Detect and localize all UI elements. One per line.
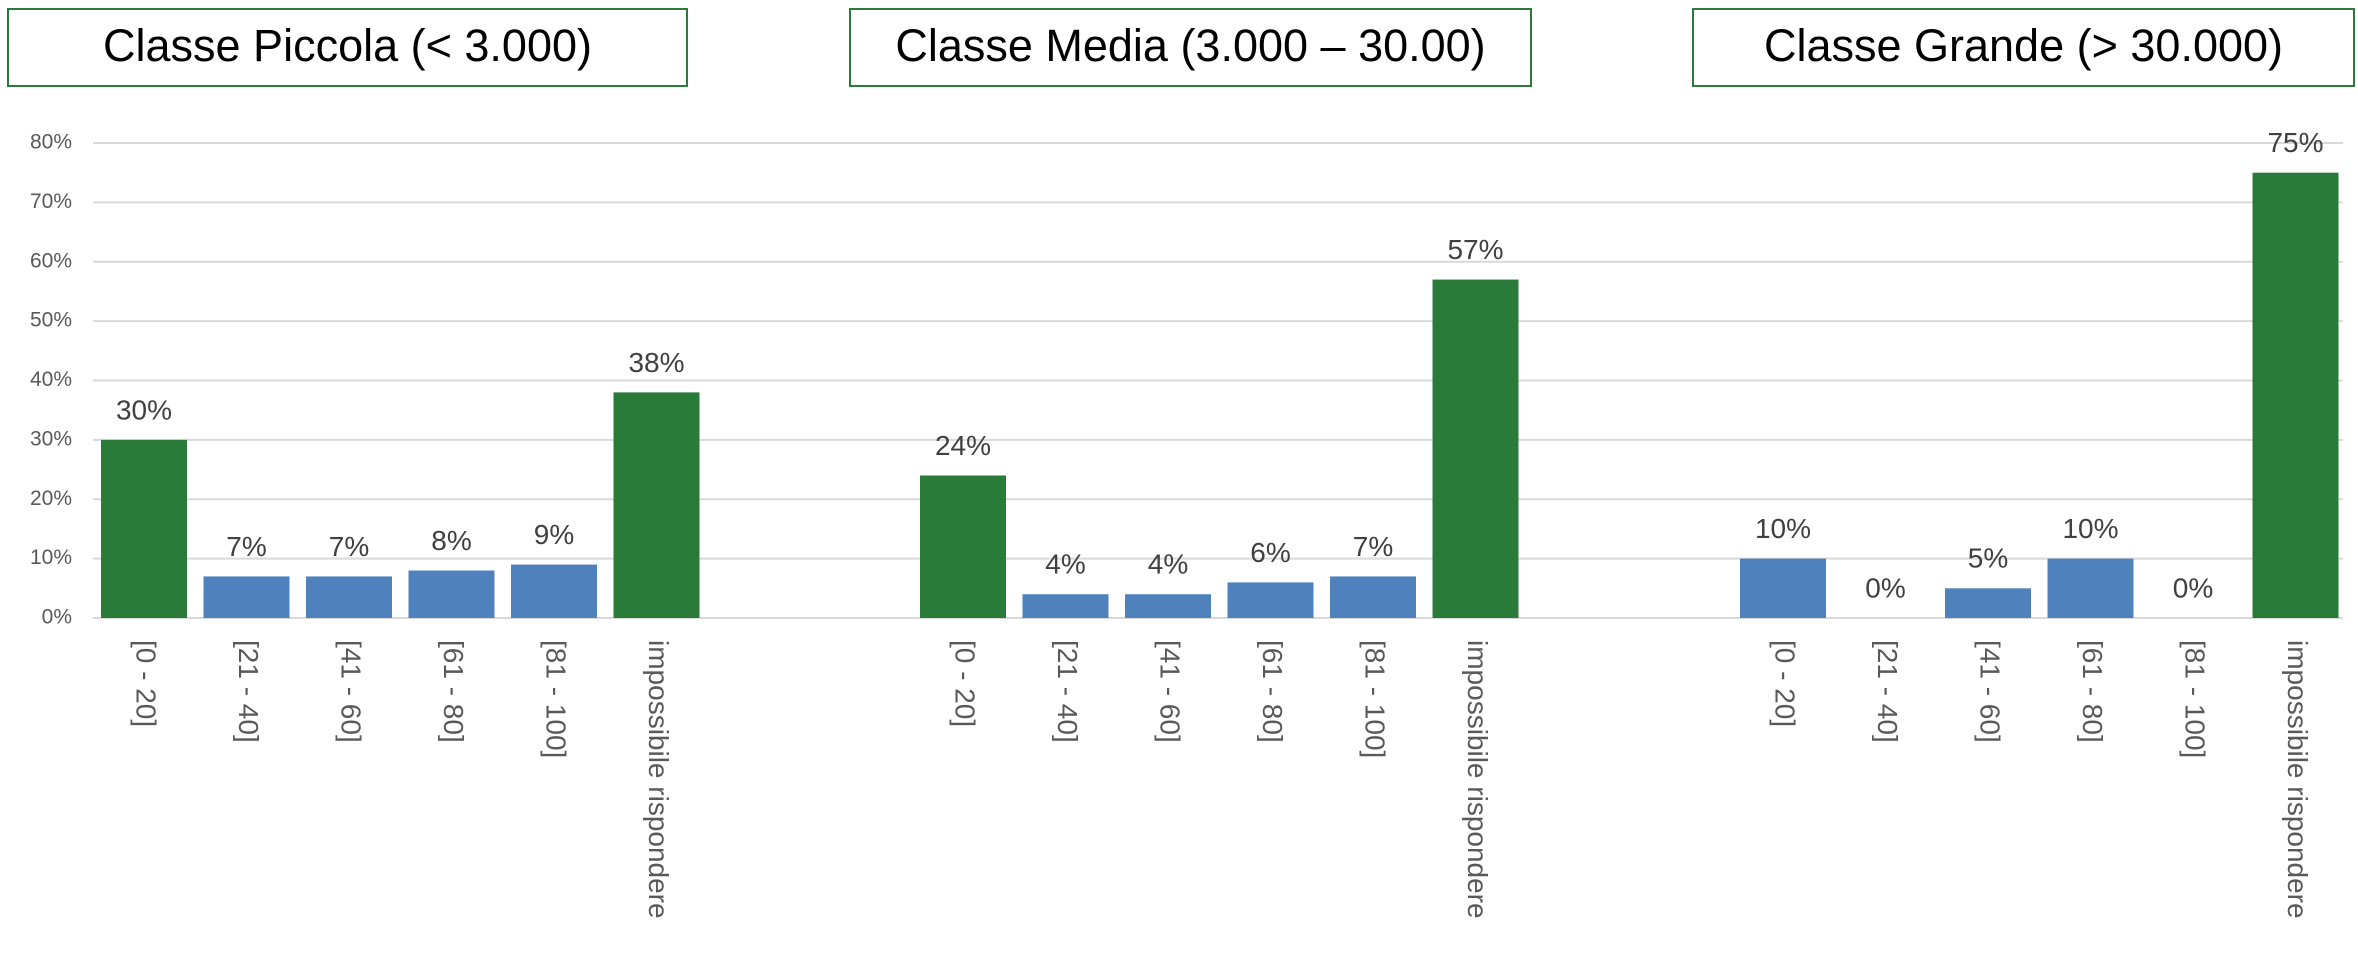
title-box	[849, 8, 1532, 87]
x-tick-label: [41 - 60]	[1975, 640, 2006, 743]
value-label: 75%	[2267, 127, 2323, 158]
x-tick-label: [41 - 60]	[1155, 640, 1186, 743]
y-tick-label: 80%	[30, 131, 72, 154]
y-tick-label: 40%	[30, 368, 72, 391]
y-tick-label: 50%	[30, 309, 72, 332]
value-label: 7%	[329, 531, 369, 562]
bar	[1330, 576, 1416, 618]
x-tick-label: [81 - 100]	[2180, 640, 2211, 758]
title-box	[7, 8, 688, 87]
bar	[1125, 594, 1211, 618]
x-tick-label: [61 - 80]	[2077, 640, 2108, 743]
x-tick-label: [21 - 40]	[1052, 640, 1083, 743]
x-tick-label: [21 - 40]	[1872, 640, 1903, 743]
x-tick-label: impossibile rispondere	[1462, 640, 1493, 919]
value-label: 7%	[226, 531, 266, 562]
x-tick-label: impossibile rispondere	[2282, 640, 2313, 919]
value-label: 38%	[628, 347, 684, 378]
value-label: 9%	[534, 519, 574, 550]
x-tick-label: [0 - 20]	[950, 640, 981, 727]
value-label: 24%	[935, 430, 991, 461]
x-tick-label: [61 - 80]	[438, 640, 469, 743]
group-title: Classe Piccola (< 3.000)	[103, 20, 592, 71]
group-title: Classe Grande (> 30.000)	[1764, 20, 2283, 71]
value-label: 6%	[1250, 537, 1290, 568]
x-tick-label: [0 - 20]	[131, 640, 162, 727]
bar	[511, 564, 597, 618]
value-label: 10%	[2062, 513, 2118, 544]
bar	[408, 570, 495, 618]
y-tick-label: 70%	[30, 190, 72, 213]
value-label: 7%	[1353, 531, 1393, 562]
value-label: 0%	[2173, 572, 2213, 603]
y-tick-label: 30%	[30, 427, 72, 450]
bar	[1740, 558, 1826, 618]
x-tick-label: [0 - 20]	[1770, 640, 1801, 727]
bar	[1945, 588, 2031, 618]
y-tick-label: 0%	[42, 606, 72, 629]
bar	[1022, 594, 1109, 618]
bar	[306, 576, 392, 618]
x-tick-label: [21 - 40]	[233, 640, 264, 743]
value-label: 30%	[116, 394, 172, 425]
y-tick-label: 60%	[30, 249, 72, 272]
x-tick-label: [81 - 100]	[541, 640, 572, 758]
bar	[920, 475, 1006, 618]
x-tick-label: impossibile rispondere	[643, 640, 674, 919]
value-label: 8%	[431, 525, 471, 556]
x-tick-label: [81 - 100]	[1360, 640, 1391, 758]
group-title: Classe Media (3.000 – 30.00)	[895, 20, 1485, 71]
bar	[101, 439, 187, 618]
value-label: 57%	[1447, 234, 1503, 265]
bar	[203, 576, 290, 618]
bar	[2252, 172, 2339, 618]
x-tick-label: [61 - 80]	[1257, 640, 1288, 743]
value-label: 4%	[1045, 549, 1085, 580]
bar	[2047, 558, 2134, 618]
bar	[1432, 279, 1519, 618]
y-tick-label: 10%	[30, 546, 72, 569]
value-label: 5%	[1968, 543, 2008, 574]
value-label: 10%	[1755, 513, 1811, 544]
title-box	[1692, 8, 2355, 87]
value-label: 0%	[1865, 572, 1905, 603]
value-label: 4%	[1148, 549, 1188, 580]
y-tick-label: 20%	[30, 487, 72, 510]
bar	[1227, 582, 1314, 618]
bar	[613, 392, 700, 618]
x-tick-label: [41 - 60]	[336, 640, 367, 743]
